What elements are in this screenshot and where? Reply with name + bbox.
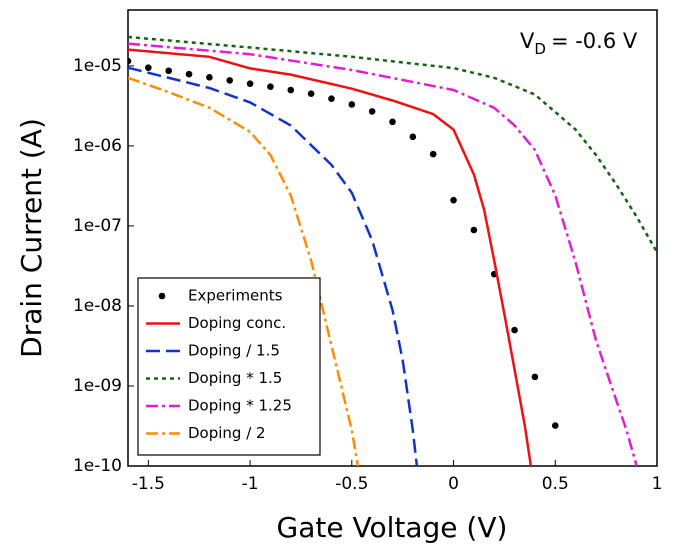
- data-point: [470, 226, 478, 234]
- series-line: [128, 76, 360, 466]
- plot-frame: [127, 9, 658, 467]
- data-point: [128, 57, 132, 65]
- y-tick-label: 1e-06: [73, 136, 122, 156]
- data-point: [328, 95, 335, 102]
- legend-label: Doping * 1.5: [188, 369, 282, 387]
- legend-marker: [158, 292, 166, 300]
- legend-label: Experiments: [188, 287, 283, 305]
- data-point: [246, 80, 254, 87]
- annotation-suffix: = -0.6 V: [551, 29, 638, 53]
- data-point: [389, 118, 396, 126]
- data-point: [429, 150, 437, 158]
- data-point: [348, 101, 356, 108]
- series-line: [128, 42, 638, 466]
- annotation-text: V: [520, 29, 535, 53]
- y-tick-label: 1e-08: [73, 296, 122, 316]
- legend-label: Doping * 1.25: [188, 397, 292, 415]
- y-tick-label: 1e-07: [73, 216, 122, 236]
- data-point: [267, 83, 274, 91]
- y-tick-label: 1e-05: [73, 56, 122, 76]
- x-tick-label: 0: [448, 474, 459, 494]
- data-point: [226, 77, 234, 84]
- legend-label: Doping / 2: [188, 424, 266, 442]
- legend-label: Doping / 1.5: [188, 342, 280, 360]
- series-line: [128, 35, 657, 253]
- series-line: [128, 66, 419, 466]
- y-tick-label: 1e-10: [73, 456, 122, 476]
- legend-label: Doping conc.: [188, 314, 286, 332]
- x-tick-label: -1.5: [132, 474, 165, 494]
- data-point: [531, 373, 539, 381]
- legend: Experiments Doping conc. Doping / 1.5 Dopin…: [137, 277, 321, 456]
- series-line: [128, 48, 533, 466]
- data-point: [287, 86, 295, 94]
- data-point: [206, 74, 213, 81]
- x-axis-label: Gate Voltage (V): [277, 511, 508, 544]
- annotation: VD = -0.6 V: [520, 29, 638, 58]
- data-point: [165, 67, 172, 75]
- x-tick-label: 0.5: [542, 474, 569, 494]
- annotation-subscript: D: [534, 40, 546, 58]
- data-point: [145, 64, 152, 72]
- x-tick-label: -0.5: [335, 474, 368, 494]
- data-point: [450, 196, 457, 204]
- plot-area: [128, 35, 657, 466]
- data-point: [368, 108, 376, 115]
- y-axis-label: Drain Current (A): [15, 118, 48, 358]
- data-point: [185, 70, 193, 78]
- data-point: [551, 422, 559, 429]
- data-point: [409, 133, 417, 141]
- x-tick-label: -1: [242, 474, 259, 494]
- y-tick-label: 1e-09: [73, 376, 122, 396]
- legend-box: [137, 277, 321, 456]
- data-point: [307, 90, 315, 97]
- x-tick-label: 1: [652, 474, 663, 494]
- data-point: [511, 326, 518, 334]
